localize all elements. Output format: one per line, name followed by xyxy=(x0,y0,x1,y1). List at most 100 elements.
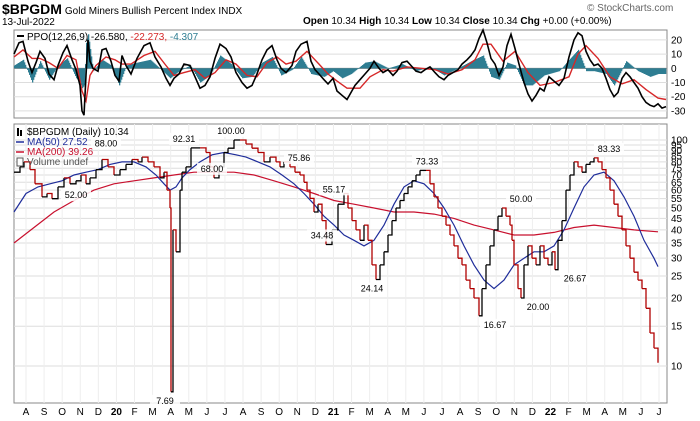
ppo-histogram-bar xyxy=(374,61,376,69)
price-tick-label: 45 xyxy=(671,214,683,225)
ppo-histogram-bar xyxy=(436,68,438,71)
ppo-histogram-bar xyxy=(125,68,127,69)
ppo-histogram-bar xyxy=(434,68,436,70)
price-annotation-bg xyxy=(150,394,180,407)
ppo-histogram-bar xyxy=(268,59,270,69)
ppo-histogram-bar xyxy=(551,68,553,74)
price-step-segment xyxy=(176,190,181,253)
ppo-histogram-bar xyxy=(645,68,647,75)
ppo-histogram-bar xyxy=(572,56,574,69)
ppo-histogram-bar xyxy=(577,50,579,69)
ppo-histogram-bar xyxy=(565,64,567,69)
ppo-histogram-bar xyxy=(114,68,116,73)
ppo-histogram-bar xyxy=(477,58,479,69)
ppo-histogram-bar xyxy=(651,68,653,77)
ppo-histogram-bar xyxy=(570,58,572,69)
ppo-histogram-bar xyxy=(489,68,491,72)
ppo-histogram-bar xyxy=(52,68,54,75)
ppo-histogram-bar xyxy=(84,68,86,86)
ppo-histogram-bar xyxy=(480,56,482,69)
ppo-histogram-bar xyxy=(554,68,556,73)
ppo-histogram-bar xyxy=(366,62,368,69)
ppo-histogram-bar xyxy=(81,68,83,86)
ppo-histogram-bar xyxy=(615,68,617,84)
ppo-histogram-bar xyxy=(224,58,226,69)
ppo-histogram-bar xyxy=(349,68,351,75)
price-tick-label: 100 xyxy=(671,136,688,147)
price-step-segment xyxy=(474,297,480,316)
ppo-histogram-bar xyxy=(501,68,503,76)
ppo-histogram-bar xyxy=(20,61,22,69)
x-tick-label: M xyxy=(582,407,590,418)
ppo-histogram-bar xyxy=(136,62,138,69)
ppo-histogram-bar xyxy=(450,68,452,73)
ppo-histogram-bar xyxy=(333,68,335,72)
ppo-histogram-bar xyxy=(538,68,540,81)
price-annotation-bg xyxy=(307,229,337,242)
price-step-segment xyxy=(356,229,361,241)
price-annotation-bg xyxy=(523,300,553,313)
price-step-segment xyxy=(276,161,281,167)
price-step-segment xyxy=(47,192,53,199)
x-tick-label: S xyxy=(475,407,482,418)
ppo-histogram-bar xyxy=(392,67,394,69)
ppo-histogram-bar xyxy=(217,61,219,69)
ppo-histogram-bar xyxy=(544,68,546,76)
ppo-histogram-bar xyxy=(439,68,441,73)
ppo-histogram-bar xyxy=(276,65,278,69)
price-step-segment xyxy=(412,175,417,182)
ppo-histogram-bar xyxy=(591,68,593,72)
ppo-histogram-bar xyxy=(552,68,554,74)
ppo-histogram-bar xyxy=(83,68,85,87)
ppo-histogram-bar xyxy=(121,68,123,80)
ppo-histogram-bar xyxy=(313,68,315,75)
price-step-segment xyxy=(246,143,253,149)
ppo-histogram-bar xyxy=(115,68,117,76)
ppo-histogram-bar xyxy=(160,68,162,69)
ppo-histogram-bar xyxy=(324,68,326,77)
ppo-histogram-bar xyxy=(225,59,227,69)
ppo-histogram-bar xyxy=(320,68,322,76)
ppo-histogram-bar xyxy=(139,62,141,69)
price-tick-label: 95 xyxy=(671,141,683,152)
ppo-histogram-bar xyxy=(301,56,303,69)
ppo-histogram-bar xyxy=(237,68,239,72)
price-legend-swatch xyxy=(17,128,19,136)
ppo-tick-label: 20 xyxy=(671,35,683,46)
ppo-histogram-bar xyxy=(184,68,186,69)
ppo-histogram-bar xyxy=(503,68,505,72)
ppo-histogram-bar xyxy=(235,68,237,70)
ppo-histogram-bar xyxy=(255,68,257,73)
price-step-segment xyxy=(182,166,187,173)
ppo-legend-value: -26.580, xyxy=(91,32,130,43)
ppo-histogram-bar xyxy=(360,66,362,69)
ppo-histogram-bar xyxy=(411,68,413,69)
x-tick-label: A xyxy=(167,407,174,418)
ppo-histogram-bar xyxy=(279,68,281,72)
ppo-histogram-bar xyxy=(240,68,242,76)
ppo-histogram-bar xyxy=(329,68,331,74)
price-step-segment xyxy=(490,229,495,247)
ppo-histogram-bar xyxy=(155,64,157,69)
ppo-histogram-bar xyxy=(351,68,353,74)
ppo-histogram-bar xyxy=(269,58,271,69)
ppo-histogram-bar xyxy=(557,68,559,72)
ppo-histogram-bar xyxy=(453,68,455,71)
price-step-segment xyxy=(360,225,365,241)
ppo-histogram-bar xyxy=(106,62,108,69)
price-step-segment xyxy=(614,203,619,217)
ppo-histogram-bar xyxy=(135,63,137,69)
ppo-histogram-bar xyxy=(64,60,66,69)
ppo-histogram-bar xyxy=(82,68,84,89)
price-step-segment xyxy=(622,229,627,246)
price-step-segment xyxy=(114,169,121,176)
ppo-histogram-bar xyxy=(32,68,34,83)
price-annotation: 100.00 xyxy=(216,125,246,137)
ppo-histogram-bar xyxy=(188,66,190,69)
ppo-histogram-bar xyxy=(21,61,23,69)
ppo-histogram-bar xyxy=(41,63,43,69)
ppo-histogram-bar xyxy=(533,68,535,85)
ppo-histogram-bar xyxy=(120,68,122,83)
ppo-histogram-bar xyxy=(38,66,40,69)
stockcharts-logo[interactable]: © StockCharts.com xyxy=(587,3,674,14)
